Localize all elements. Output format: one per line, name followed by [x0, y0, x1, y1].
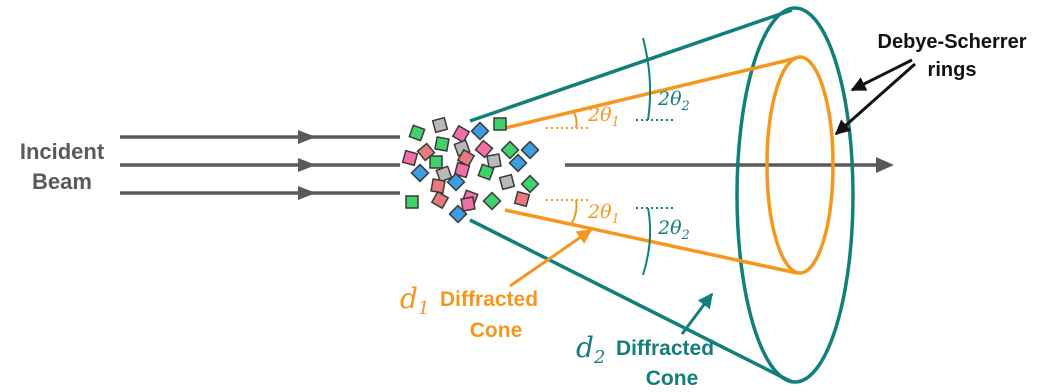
- crystal-grain: [453, 161, 471, 179]
- d1-label-text2: Cone: [470, 319, 523, 342]
- crystal-grain: [410, 163, 430, 183]
- angle-label-2theta1-top: 2θ1: [587, 104, 620, 130]
- powder-sample: [401, 116, 540, 224]
- crystal-grain: [405, 195, 419, 209]
- angle-markers-top: [546, 37, 676, 129]
- crystal-grain: [460, 196, 476, 212]
- d2-debye-ring: [735, 6, 855, 384]
- incident-beams: [120, 135, 400, 195]
- crystal-grain: [513, 190, 531, 208]
- rings-arrow-outer: [850, 58, 913, 92]
- crystal-grain: [456, 148, 476, 168]
- crystal-grain: [520, 140, 540, 160]
- crystal-grain: [408, 124, 426, 142]
- d1-label-text1: Diffracted: [440, 288, 538, 311]
- crystal-grain: [520, 174, 540, 194]
- crystal-grain: [430, 178, 446, 194]
- crystal-grain: [446, 172, 466, 192]
- crystal-grain: [482, 191, 502, 211]
- crystal-grain: [500, 140, 520, 160]
- crystal-grain: [430, 190, 450, 210]
- d1-label-var: d1: [400, 282, 429, 319]
- d2-label-text1: Diffracted: [616, 337, 714, 360]
- crystal-grain: [435, 165, 453, 183]
- crystal-grain: [434, 136, 450, 152]
- d2-label-text2: Cone: [646, 367, 699, 390]
- crystal-grain: [493, 117, 507, 131]
- incident-beam-arrowheads: [298, 130, 316, 200]
- incident-beam-label-line1: Incident: [20, 139, 105, 164]
- d2-label-var: d2: [576, 331, 605, 368]
- crystal-grain: [451, 124, 471, 144]
- angle-label-2theta2-bottom: 2θ2: [657, 217, 690, 243]
- crystal-grain: [508, 153, 528, 173]
- crystal-grain: [401, 149, 419, 167]
- crystal-grain: [429, 155, 443, 169]
- rings-arrow-inner: [834, 62, 916, 136]
- d2-cone: [469, 6, 855, 384]
- crystal-grain: [474, 139, 494, 159]
- debye-scherrer-label-line2: rings: [928, 59, 977, 81]
- crystal-grain: [470, 121, 490, 141]
- angle-label-2theta2-top: 2θ2: [657, 88, 690, 114]
- d1-debye-ring: [765, 55, 835, 275]
- angle-markers-bottom: [546, 199, 676, 276]
- crystal-grain: [477, 163, 495, 181]
- crystal-grain: [498, 173, 516, 191]
- transmitted-beam-arrowhead: [876, 157, 894, 173]
- crystal-grain: [486, 153, 502, 169]
- d2-arrow: [680, 292, 714, 335]
- crystal-grain: [431, 116, 449, 134]
- debye-scherrer-label-line1: Debye-Scherrer: [878, 31, 1027, 53]
- incident-beam-label-line2: Beam: [32, 169, 92, 194]
- angle-label-2theta1-bottom: 2θ1: [587, 201, 620, 227]
- d1-arrow: [509, 228, 593, 288]
